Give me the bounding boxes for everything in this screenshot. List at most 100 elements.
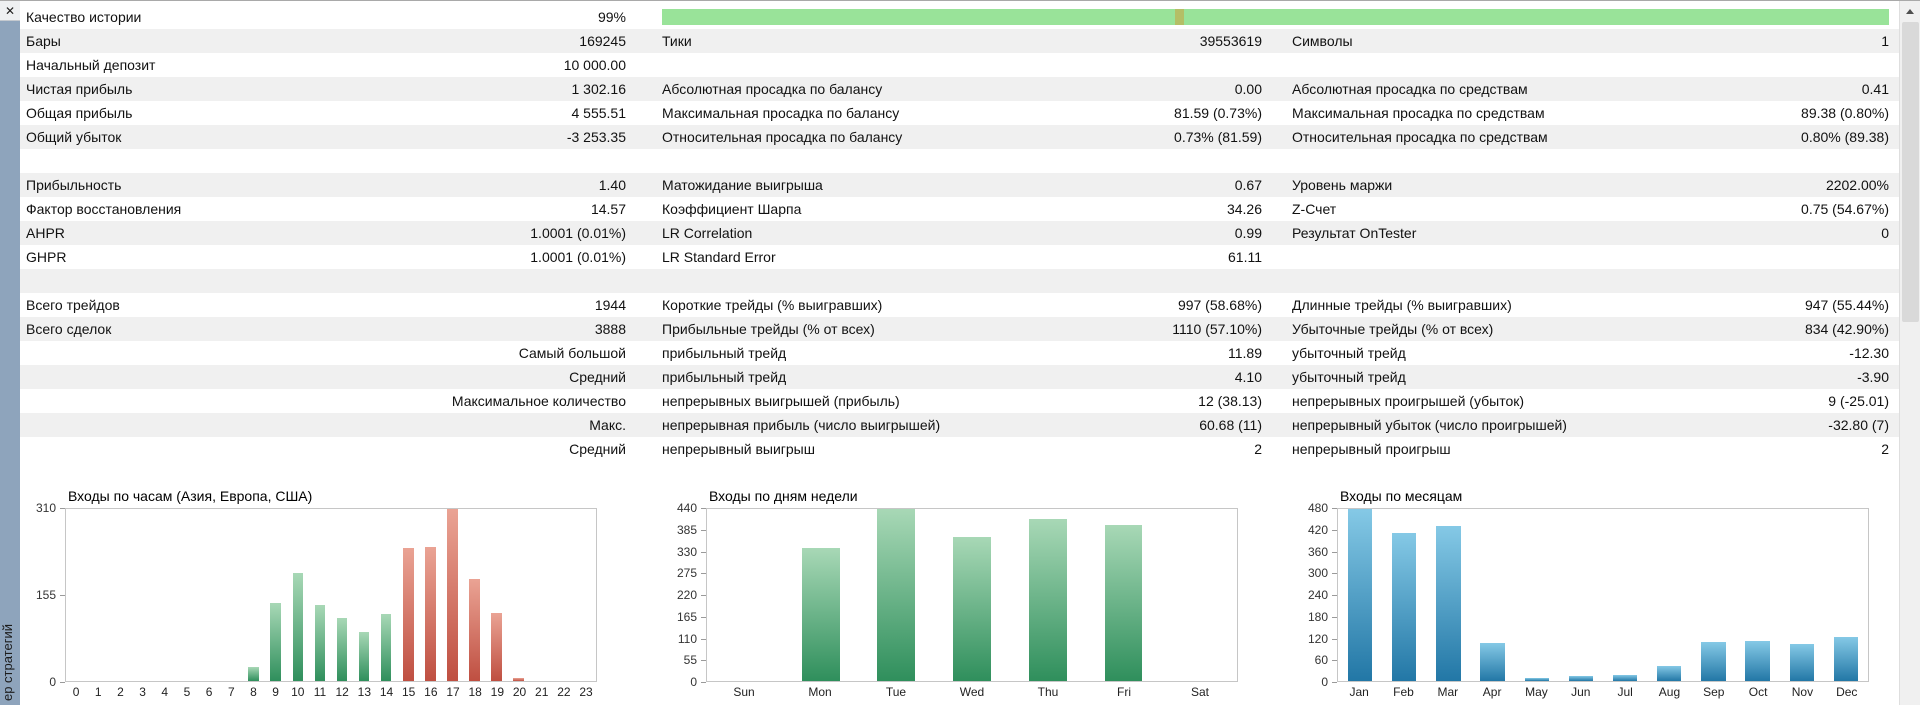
table-row: Общая прибыль 4 555.51 Максимальная просад… bbox=[20, 101, 1899, 125]
scroll-up-button[interactable] bbox=[1900, 1, 1920, 21]
table-row: Начальный депозит 10 000.00 bbox=[20, 53, 1899, 77]
bar-slot bbox=[1691, 509, 1735, 681]
chart-title: Входы по дням недели bbox=[709, 488, 858, 504]
x-tick-label: 1 bbox=[94, 685, 102, 699]
chart-body: 0 60 120 180 240 300 360 420 480 bbox=[1296, 501, 1869, 689]
x-tick-label: 14 bbox=[379, 685, 394, 699]
bar-slot bbox=[1426, 509, 1470, 681]
stat-label: Максимальная просадка по средствам bbox=[1292, 105, 1545, 121]
stat-value: 9 (-25.01) bbox=[1828, 393, 1889, 409]
x-tick-label: 18 bbox=[468, 685, 482, 699]
bars bbox=[1338, 509, 1868, 681]
bar-slot bbox=[1161, 509, 1237, 681]
stat-label: убыточный трейд bbox=[1292, 345, 1406, 361]
bar bbox=[1701, 641, 1726, 681]
stat-value: 0.73% (81.59) bbox=[1174, 129, 1262, 145]
stat-value: 3888 bbox=[594, 321, 626, 337]
stat-value: 0.00 bbox=[1234, 81, 1262, 97]
stat-value: 89.38 (0.80%) bbox=[1801, 105, 1889, 121]
stat-value: 0.75 (54.67%) bbox=[1801, 201, 1889, 217]
plot-area bbox=[706, 508, 1238, 682]
x-tick-label: Feb bbox=[1393, 685, 1414, 699]
bar-slot bbox=[1010, 509, 1086, 681]
y-tick-mark bbox=[1332, 573, 1337, 575]
bar bbox=[248, 667, 259, 681]
bar-slot bbox=[530, 509, 552, 681]
quality-marker bbox=[1174, 9, 1184, 25]
close-button[interactable]: ✕ bbox=[0, 1, 20, 21]
bar-slot bbox=[707, 509, 783, 681]
charts-section: Входы по часам (Азия, Европа, США) 0 155 3… bbox=[0, 488, 1899, 705]
y-tick-label: 300 bbox=[1307, 566, 1328, 581]
bar-slot bbox=[419, 509, 441, 681]
y-axis: 0 60 120 180 240 300 360 420 480 bbox=[1296, 501, 1337, 689]
stat-value: 1 302.16 bbox=[571, 81, 627, 97]
bar-slot bbox=[110, 509, 132, 681]
stat-label: непрерывная прибыль (число выигрышей) bbox=[662, 417, 941, 433]
vertical-scrollbar[interactable] bbox=[1899, 1, 1920, 705]
y-tick-mark bbox=[60, 595, 65, 596]
bar bbox=[380, 614, 392, 681]
table-row: Всего сделок 3888 Прибыльные трейды (% от … bbox=[20, 317, 1899, 341]
y-tick-label: 220 bbox=[676, 588, 697, 602]
stat-label: Фактор восстановления bbox=[26, 201, 182, 217]
bar-slot bbox=[1736, 509, 1780, 681]
bar-slot bbox=[397, 509, 419, 681]
stat-value: 39553619 bbox=[1199, 33, 1262, 49]
x-tick-label: Oct bbox=[1748, 685, 1768, 699]
chart-entries-by-hour: Входы по часам (Азия, Европа, США) 0 155 3… bbox=[24, 488, 597, 699]
stat-label: Общая прибыль bbox=[26, 105, 133, 121]
bar bbox=[1568, 676, 1594, 681]
x-tick-label: Wed bbox=[959, 685, 985, 699]
stat-label: Относительная просадка по балансу bbox=[662, 129, 903, 145]
stat-value: -3 253.35 bbox=[566, 129, 626, 145]
bar bbox=[336, 618, 348, 681]
y-tick-label: 60 bbox=[1314, 653, 1328, 668]
stat-label: Прибыльность bbox=[26, 177, 122, 193]
stat-label: LR Standard Error bbox=[662, 249, 776, 265]
y-tick-mark bbox=[701, 638, 706, 640]
x-tick-label: 10 bbox=[291, 685, 305, 699]
y-tick-mark bbox=[701, 529, 706, 531]
stat-value: -3.90 bbox=[1857, 369, 1889, 385]
report-table: Качество истории 99% Бары 169245 Тики 3955361… bbox=[20, 5, 1899, 461]
stat-value: 1944 bbox=[594, 297, 626, 313]
bar-slot bbox=[221, 509, 243, 681]
bar-slot bbox=[463, 509, 485, 681]
stat-value: 61.11 bbox=[1228, 249, 1262, 265]
x-tick-label: Sep bbox=[1703, 685, 1725, 699]
table-row: Макс. непрерывная прибыль (число выигрыше… bbox=[20, 413, 1899, 437]
bar bbox=[1104, 524, 1143, 681]
bar-slot bbox=[934, 509, 1010, 681]
bar-slot bbox=[353, 509, 375, 681]
stat-label: LR Correlation bbox=[662, 225, 753, 241]
stat-label: непрерывных проигрышей (убыток) bbox=[1292, 393, 1525, 409]
stat-value: 11.89 bbox=[1228, 345, 1262, 361]
stat-value: 1.0001 (0.01%) bbox=[530, 225, 626, 241]
stat-value: Самый большой bbox=[518, 345, 626, 361]
x-tick-label: Mon bbox=[808, 685, 832, 699]
scrollbar-thumb[interactable] bbox=[1902, 22, 1919, 322]
bar-slot bbox=[176, 509, 198, 681]
y-tick-label: 165 bbox=[676, 609, 697, 624]
stat-value: 0.99 bbox=[1234, 225, 1262, 241]
x-tick-label: 7 bbox=[227, 685, 235, 699]
bar-slot bbox=[574, 509, 596, 681]
y-axis: 0 155 310 bbox=[24, 501, 65, 689]
bar bbox=[402, 547, 414, 681]
y-tick-label: 385 bbox=[676, 522, 697, 537]
chart-body: 0 55 110 165 220 275 330 385 440 bbox=[665, 501, 1238, 689]
bar-slot bbox=[508, 509, 530, 681]
stat-label: непрерывный убыток (число проигрышей) bbox=[1292, 417, 1567, 433]
bar bbox=[1789, 644, 1814, 681]
stat-value: 4 555.51 bbox=[571, 105, 627, 121]
y-tick-mark bbox=[701, 551, 706, 553]
bar bbox=[513, 678, 524, 681]
bar bbox=[1612, 674, 1638, 681]
bar-slot bbox=[88, 509, 110, 681]
bar bbox=[447, 509, 458, 681]
y-tick-label: 0 bbox=[49, 675, 56, 689]
y-tick-label: 440 bbox=[676, 501, 697, 515]
stat-label: Всего сделок bbox=[26, 321, 112, 337]
chart-entries-by-weekday: Входы по дням недели 0 55 110 165 220 275 330 3… bbox=[665, 488, 1238, 699]
